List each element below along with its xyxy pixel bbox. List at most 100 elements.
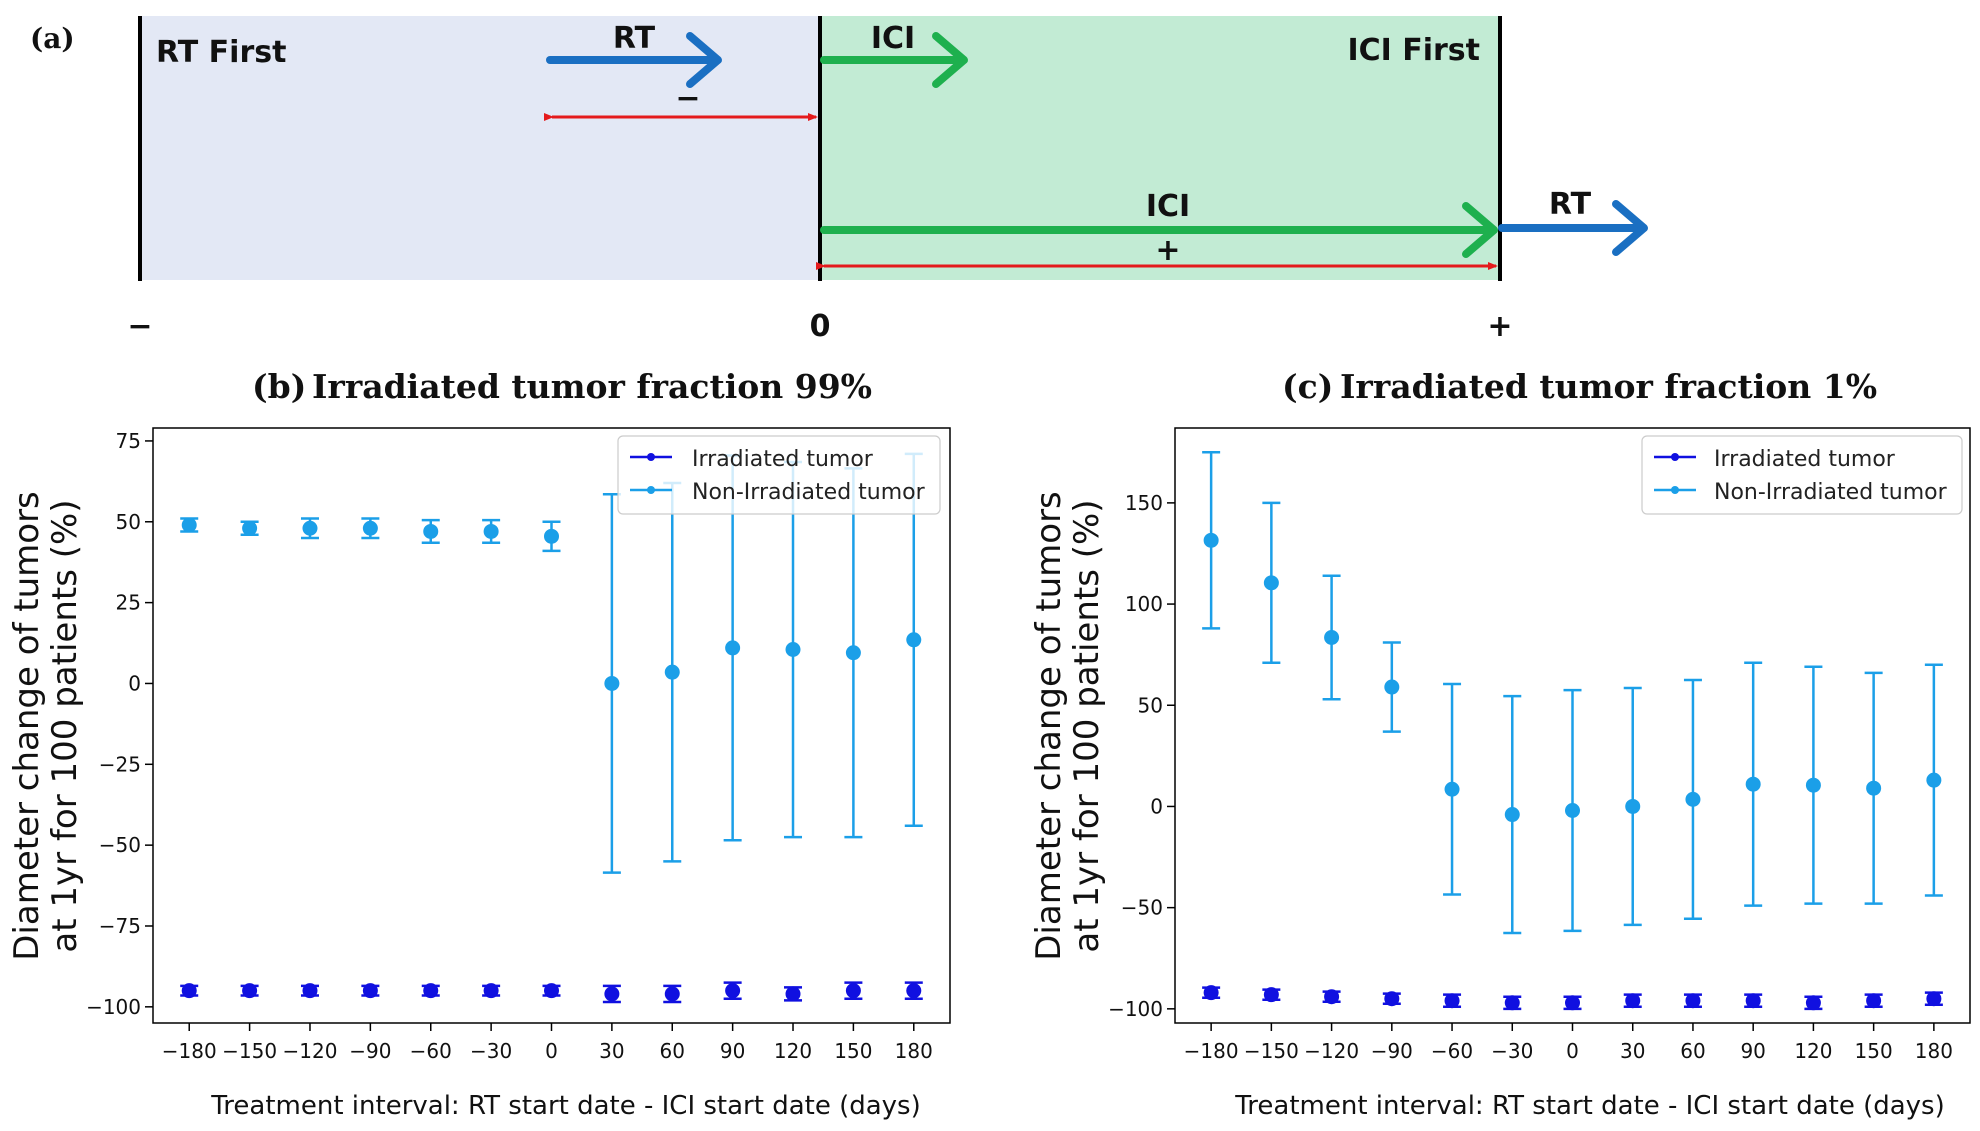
x-tick-label: 60 bbox=[1680, 1039, 1705, 1063]
irradiated-point bbox=[1324, 989, 1340, 1005]
non-irradiated-point bbox=[1685, 791, 1701, 807]
y-tick-label: 25 bbox=[116, 591, 141, 615]
y-tick-label: 50 bbox=[1138, 693, 1163, 717]
chart-b-panel-label: (b) bbox=[252, 367, 306, 406]
x-tick-label: 30 bbox=[1620, 1039, 1645, 1063]
y-tick-label: −50 bbox=[1121, 896, 1163, 920]
x-tick-label: −120 bbox=[1304, 1039, 1359, 1063]
ici-long-arrow bbox=[820, 202, 1498, 258]
irradiated-point bbox=[1263, 987, 1279, 1003]
ici-top-label: ICI bbox=[871, 21, 915, 56]
chart-b-legend-non-irradiated-marker bbox=[647, 486, 655, 494]
chart-b-y-axis-title-line2: at 1yr for 100 patients (%) bbox=[45, 499, 85, 952]
chart-b-x-axis-title: Treatment interval: RT start date - ICI … bbox=[210, 1091, 921, 1121]
x-tick-label: −30 bbox=[1491, 1039, 1533, 1063]
non-irradiated-point bbox=[1926, 772, 1942, 788]
non-irradiated-point bbox=[1203, 532, 1219, 548]
panel-a-timeline-diagram: (a) RT First ICI First RT − ICI ICI + bbox=[30, 16, 1648, 344]
non-irradiated-point bbox=[1625, 798, 1641, 814]
x-tick-label: −180 bbox=[1184, 1039, 1239, 1063]
irradiated-point bbox=[1384, 991, 1400, 1007]
x-tick-label: −90 bbox=[1371, 1039, 1413, 1063]
irradiated-point bbox=[1444, 993, 1460, 1009]
x-tick-label: −150 bbox=[1244, 1039, 1299, 1063]
negative-interval-sign: − bbox=[675, 81, 700, 116]
x-tick-label: 90 bbox=[1740, 1039, 1765, 1063]
x-tick-label: 0 bbox=[1566, 1039, 1579, 1063]
chart-b-plot-area bbox=[152, 427, 951, 1024]
irradiated-point bbox=[1504, 995, 1520, 1011]
irradiated-point bbox=[1625, 993, 1641, 1009]
irradiated-point bbox=[1685, 993, 1701, 1009]
irradiated-point bbox=[1565, 995, 1580, 1011]
x-tick-label: 180 bbox=[1915, 1039, 1953, 1063]
irradiated-point bbox=[483, 983, 499, 999]
non-irradiated-point bbox=[544, 528, 559, 544]
irradiated-point bbox=[604, 986, 620, 1002]
non-irradiated-point bbox=[664, 664, 680, 680]
irradiated-point bbox=[362, 983, 378, 999]
x-tick-label: 0 bbox=[545, 1039, 558, 1063]
irradiated-point bbox=[664, 986, 680, 1002]
ici-bottom-label: ICI bbox=[1146, 189, 1190, 224]
non-irradiated-point bbox=[1565, 803, 1580, 818]
axis-minus-label: − bbox=[127, 309, 152, 344]
non-irradiated-point bbox=[302, 520, 318, 536]
y-tick-label: −25 bbox=[99, 752, 141, 776]
x-tick-label: −30 bbox=[470, 1039, 512, 1063]
y-tick-label: −50 bbox=[99, 833, 141, 857]
irradiated-point bbox=[1745, 993, 1761, 1009]
rt-top-label: RT bbox=[613, 21, 656, 56]
y-tick-label: 0 bbox=[1150, 794, 1163, 818]
non-irradiated-point bbox=[1263, 575, 1279, 591]
non-irradiated-point bbox=[1745, 776, 1761, 792]
rt-first-label: RT First bbox=[156, 35, 286, 70]
y-tick-label: −100 bbox=[86, 995, 141, 1019]
non-irradiated-point bbox=[362, 520, 378, 536]
x-tick-label: 120 bbox=[774, 1039, 812, 1063]
x-tick-label: 60 bbox=[660, 1039, 685, 1063]
non-irradiated-point bbox=[1444, 781, 1460, 797]
chart-c-legend-non-irradiated-label: Non-Irradiated tumor bbox=[1714, 480, 1948, 505]
non-irradiated-point bbox=[1504, 807, 1520, 823]
irradiated-point bbox=[1866, 993, 1882, 1009]
x-tick-label: 90 bbox=[720, 1039, 745, 1063]
non-irradiated-point bbox=[181, 517, 197, 533]
non-irradiated-point bbox=[1324, 629, 1340, 645]
non-irradiated-point bbox=[845, 645, 861, 661]
irradiated-point bbox=[1805, 995, 1821, 1011]
chart-c-legend-non-irradiated-marker bbox=[1671, 486, 1679, 494]
irradiated-point bbox=[423, 983, 439, 999]
rt-after-arrow bbox=[1498, 200, 1648, 256]
non-irradiated-point bbox=[423, 523, 439, 539]
x-tick-label: −150 bbox=[222, 1039, 277, 1063]
y-tick-label: 75 bbox=[116, 429, 141, 453]
irradiated-point bbox=[725, 983, 741, 999]
chart-b-legend-irradiated-label: Irradiated tumor bbox=[692, 447, 874, 472]
ici-first-label: ICI First bbox=[1347, 33, 1480, 68]
chart-b-legend-non-irradiated-label: Non-Irradiated tumor bbox=[692, 480, 926, 505]
chart-c-y-axis-title-line2: at 1yr for 100 patients (%) bbox=[1067, 499, 1107, 952]
y-tick-label: 0 bbox=[128, 671, 141, 695]
positive-interval-sign: + bbox=[1155, 233, 1180, 268]
chart-c-legend: Irradiated tumor Non-Irradiated tumor bbox=[1641, 435, 1963, 515]
y-tick-label: −75 bbox=[99, 914, 141, 938]
non-irradiated-point bbox=[906, 632, 922, 648]
irradiated-point bbox=[1926, 991, 1942, 1007]
non-irradiated-point bbox=[785, 642, 801, 658]
chart-c-y-axis-title-line1: Diameter change of tumors bbox=[1029, 491, 1069, 961]
chart-c-legend-irradiated-label: Irradiated tumor bbox=[1714, 447, 1896, 472]
x-tick-label: −60 bbox=[410, 1039, 452, 1063]
irradiated-point bbox=[785, 986, 801, 1002]
irradiated-point bbox=[845, 983, 861, 999]
panel-a-label: (a) bbox=[30, 22, 75, 55]
chart-b-title: Irradiated tumor fraction 99% bbox=[312, 367, 872, 406]
non-irradiated-point bbox=[1384, 679, 1400, 695]
chart-b-legend-irradiated-marker bbox=[647, 453, 655, 461]
x-tick-label: −60 bbox=[1431, 1039, 1473, 1063]
irradiated-point bbox=[544, 983, 559, 999]
x-tick-label: 30 bbox=[599, 1039, 624, 1063]
chart-c-legend-irradiated-marker bbox=[1671, 453, 1679, 461]
non-irradiated-point bbox=[1805, 777, 1821, 793]
non-irradiated-point bbox=[483, 523, 499, 539]
